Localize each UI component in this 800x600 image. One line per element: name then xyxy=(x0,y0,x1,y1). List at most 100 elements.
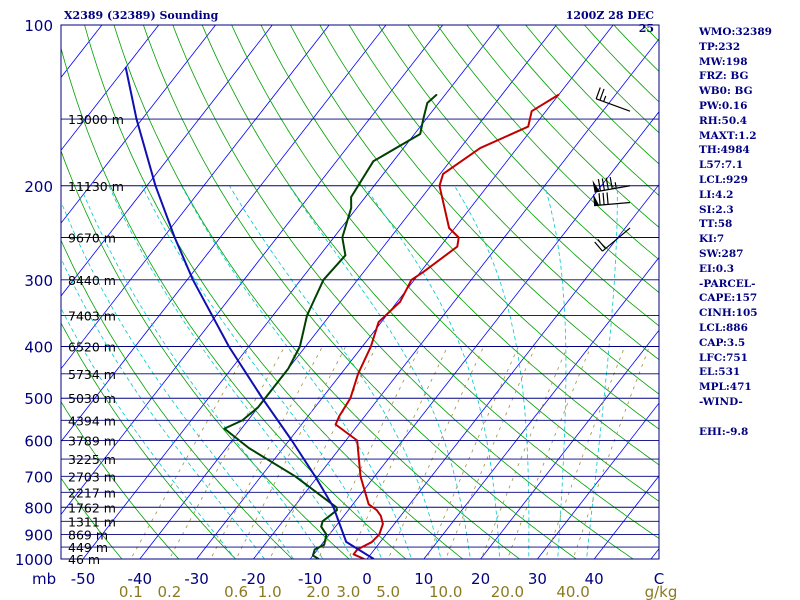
dewpoint-point xyxy=(248,447,250,449)
wind-barb xyxy=(595,87,631,112)
height-label: 6520 m xyxy=(68,340,116,355)
dewpoint-point xyxy=(294,475,296,477)
temperature-point xyxy=(370,345,372,348)
temperature-point xyxy=(334,423,337,426)
temperature-point xyxy=(438,185,441,187)
stat-item: MW:198 xyxy=(699,55,748,68)
sounding-traces xyxy=(124,66,560,559)
parcel-point xyxy=(125,66,127,68)
stat-item: MAXT:1.2 xyxy=(699,129,757,142)
dewpoint-point xyxy=(426,102,428,104)
stat-item: KI:7 xyxy=(699,233,725,246)
dewpoint-point xyxy=(306,314,308,317)
stat-item: SI:2.3 xyxy=(699,203,734,216)
parcel-point xyxy=(291,439,293,442)
mixing-ratio-unit-label: g/kg xyxy=(645,583,678,600)
temperature-point xyxy=(422,271,424,273)
isotherm-line xyxy=(61,25,387,443)
stat-item: CAP:3.5 xyxy=(699,336,746,349)
pressure-label: 800 xyxy=(24,499,53,517)
dewpoint-point xyxy=(341,236,343,239)
dewpoint-point xyxy=(223,428,226,430)
dry-adiabat-line xyxy=(289,25,659,430)
stat-item: RH:50.4 xyxy=(699,114,748,127)
mixing-ratio-label: 5.0 xyxy=(376,583,400,600)
mixing-ratio-label: 0.2 xyxy=(157,583,181,600)
dewpoint-point xyxy=(299,345,301,348)
moist-adiabat-line xyxy=(454,185,530,559)
stat-item: PW:0.16 xyxy=(699,99,748,112)
mixing-ratio-label: 2.0 xyxy=(306,583,330,600)
moist-adiabat-line xyxy=(363,185,501,559)
temperature-point xyxy=(458,236,460,239)
temperature-point xyxy=(531,110,533,112)
stat-item: WMO:32389 xyxy=(699,26,772,38)
mixing-ratio-label: 1.0 xyxy=(258,583,282,600)
height-label: 2217 m xyxy=(68,485,116,500)
isotherm-line xyxy=(423,256,659,559)
dewpoint-point xyxy=(372,160,374,162)
dry-adiabat-lines xyxy=(61,25,659,559)
temperature-point xyxy=(378,533,380,536)
mixing-ratio-lines xyxy=(130,346,650,559)
moist-adiabat-line xyxy=(181,185,412,559)
height-label: 8440 m xyxy=(68,273,116,288)
dewpoint-point xyxy=(336,509,338,511)
temperature-point xyxy=(399,301,401,303)
dewpoint-point xyxy=(350,207,352,209)
temperature-point xyxy=(479,147,481,149)
pressure-label: 500 xyxy=(24,390,53,408)
pressure-label: 700 xyxy=(24,468,53,486)
dry-adiabat-line xyxy=(231,25,659,502)
mixing-ratio-line xyxy=(544,346,626,559)
sounding-title: X2389 (32389) Sounding xyxy=(64,9,219,22)
temperature-point xyxy=(442,173,444,175)
pressure-label: 1000 xyxy=(15,551,53,569)
dewpoint-point xyxy=(314,548,316,551)
mixing-ratio-label: 0.1 xyxy=(119,583,143,600)
dewpoint-point xyxy=(257,406,259,408)
dry-adiabat-line xyxy=(61,46,407,559)
stat-item: L57:7.1 xyxy=(699,159,744,172)
sounding-time: 1200Z 28 DEC 25 xyxy=(565,9,654,35)
pressure-label: 400 xyxy=(24,339,53,357)
height-label: 449 m xyxy=(68,540,108,555)
mixing-ratio-line xyxy=(480,346,568,559)
temperature-point xyxy=(382,523,384,525)
isotherm-line xyxy=(61,25,444,516)
height-label: 3225 m xyxy=(68,452,116,467)
dewpoint-point xyxy=(329,515,331,517)
pressure-label: 300 xyxy=(24,272,53,290)
temperature-point xyxy=(353,553,355,555)
height-label: 46 m xyxy=(68,552,100,567)
mixing-ratio-label: 40.0 xyxy=(556,583,589,600)
temperature-point xyxy=(356,439,358,442)
parcel-point xyxy=(135,118,138,120)
temperature-point xyxy=(380,515,382,517)
dewpoint-point xyxy=(322,279,325,281)
temperature-point xyxy=(368,503,370,505)
mixing-ratio-line xyxy=(572,346,650,559)
isotherm-line xyxy=(309,111,659,559)
temperature-point xyxy=(527,126,529,128)
temperature-point xyxy=(349,397,351,399)
dewpoint-point xyxy=(422,118,424,120)
temperature-point xyxy=(410,279,413,281)
temperature-tick-label: 30 xyxy=(528,570,547,588)
mixing-ratio-line xyxy=(506,346,592,559)
isotherm-line xyxy=(480,329,659,559)
mixing-ratio-line xyxy=(347,346,449,559)
mixing-ratio-line xyxy=(210,346,323,559)
wind-barbs xyxy=(592,87,631,252)
dewpoint-point xyxy=(241,419,243,421)
moist-adiabat-line xyxy=(586,185,618,559)
isotherm-line xyxy=(366,183,659,559)
height-label: 11130 m xyxy=(68,179,124,194)
dry-adiabat-line xyxy=(61,400,180,559)
stat-item: CAPE:157 xyxy=(699,292,758,305)
parcel-point xyxy=(174,236,176,239)
height-label: 4394 m xyxy=(68,413,116,428)
parcel-trace xyxy=(124,67,375,559)
stat-item: TH:4984 xyxy=(699,144,750,157)
